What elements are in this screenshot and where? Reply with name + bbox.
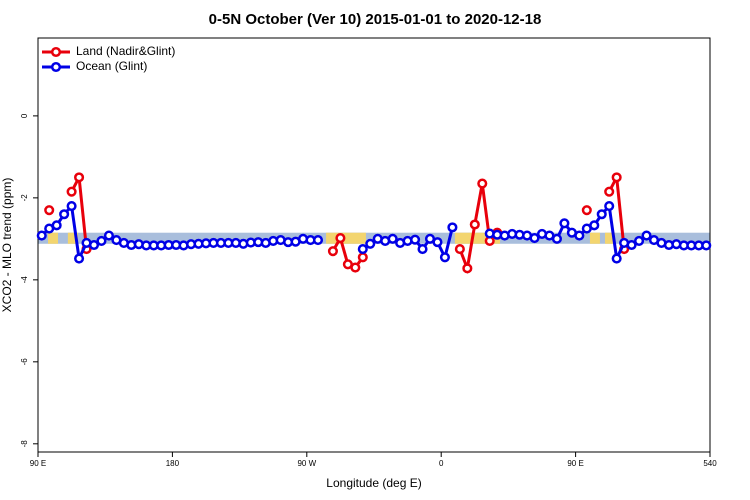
data-point [66, 201, 77, 212]
data-point [417, 244, 428, 255]
data-point [365, 238, 376, 249]
land-band [326, 232, 366, 244]
data-point [604, 186, 615, 197]
data-point [74, 253, 85, 264]
data-point [327, 246, 338, 257]
data-point [477, 178, 488, 189]
data-point [529, 232, 540, 244]
data-point [66, 186, 77, 197]
data-point [641, 230, 652, 241]
data-point [36, 230, 47, 241]
data-point [559, 218, 570, 229]
y-tick-label: -2 [20, 194, 29, 202]
legend-label: Ocean (Glint) [76, 59, 147, 73]
data-point [581, 205, 592, 216]
data-point [589, 220, 600, 231]
x-tick-label: 0 [439, 459, 444, 468]
data-point [350, 262, 361, 273]
data-point [604, 201, 615, 212]
series-line [70, 172, 626, 274]
data-point [574, 230, 585, 241]
x-tick-label: 90 W [297, 459, 316, 468]
x-tick-label: 90 E [30, 459, 46, 468]
data-point [103, 230, 114, 241]
y-tick-label: -6 [20, 358, 29, 366]
y-tick-label: 0 [20, 113, 29, 118]
data-point [88, 239, 100, 251]
legend-marker [50, 61, 62, 73]
y-tick-label: -8 [20, 440, 29, 448]
data-point [335, 232, 346, 244]
legend: Land (Nadir&Glint)Ocean (Glint) [42, 44, 175, 73]
x-tick-label: 90 E [567, 459, 583, 468]
data-point [454, 244, 465, 255]
x-axis-label: Longitude (deg E) [326, 476, 421, 490]
x-tick-label: 180 [166, 459, 180, 468]
data-point [312, 235, 324, 246]
data-point [59, 209, 70, 220]
data-point [432, 237, 443, 248]
data-point [439, 252, 450, 263]
data-point [51, 220, 62, 231]
data-point [44, 205, 55, 216]
data-point [96, 235, 107, 246]
y-axis-label: XCO2 - MLO trend (ppm) [0, 178, 14, 313]
data-point [357, 244, 368, 255]
data-point [447, 222, 458, 233]
data-point [611, 172, 622, 183]
data-point [410, 234, 421, 245]
land-band [454, 232, 501, 244]
data-point [469, 219, 480, 230]
land-band [605, 232, 616, 244]
data-point [462, 263, 473, 274]
data-point [596, 209, 607, 220]
legend-label: Land (Nadir&Glint) [76, 44, 175, 58]
y-tick-label: -4 [20, 276, 29, 284]
chart-title: 0-5N October (Ver 10) 2015-01-01 to 2020… [209, 11, 542, 28]
data-point [551, 233, 562, 244]
data-point [634, 235, 645, 246]
land-band [48, 232, 59, 244]
data-point [626, 239, 637, 251]
land-band [67, 232, 79, 244]
legend-marker [50, 46, 62, 58]
data-point [357, 252, 368, 263]
data-point [387, 233, 398, 244]
data-point [611, 253, 622, 264]
land-band [589, 232, 600, 244]
x-tick-label: 540 [703, 459, 717, 468]
data-point [74, 172, 85, 183]
data-point [701, 240, 712, 251]
